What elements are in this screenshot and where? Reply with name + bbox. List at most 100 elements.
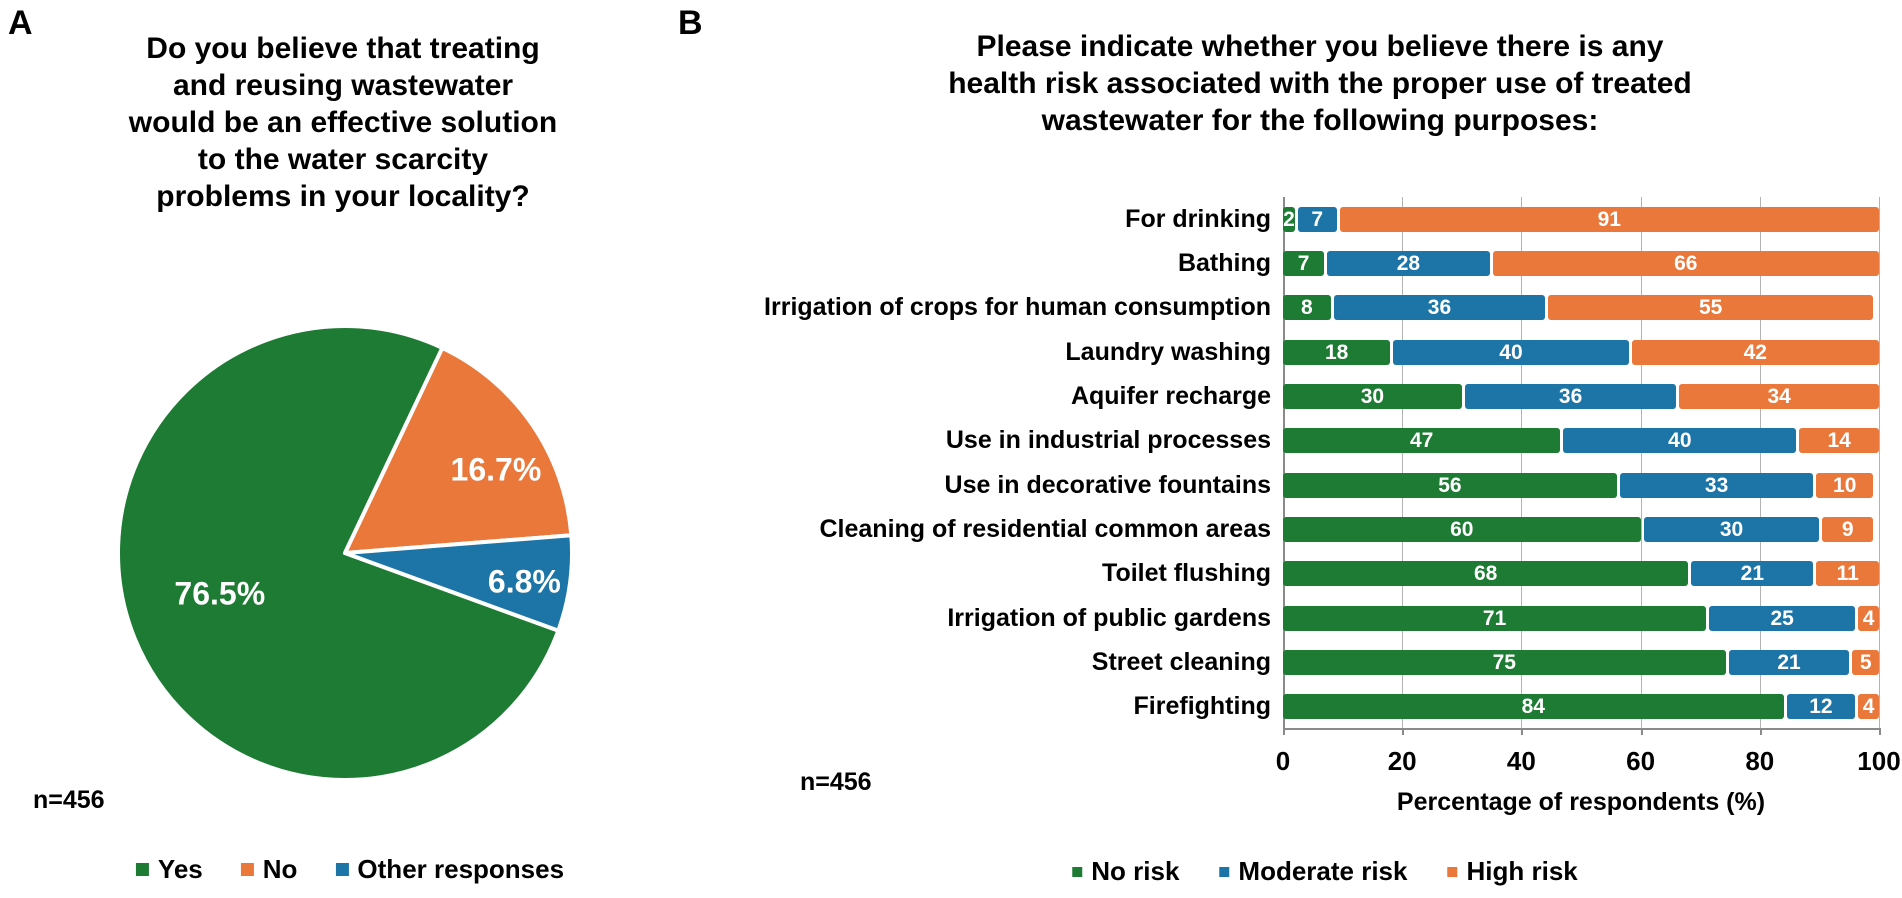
title-line: wastewater for the following purposes: bbox=[1041, 104, 1599, 137]
legend-swatch-no-risk bbox=[1072, 866, 1083, 877]
pie-slice-no bbox=[343, 345, 574, 555]
legend-swatch-high-risk bbox=[1447, 866, 1458, 877]
x-tick-label: 100 bbox=[1857, 746, 1901, 776]
bar-segment-high-risk: 5 bbox=[1852, 649, 1879, 675]
bar-segment-no-risk: 18 bbox=[1283, 339, 1391, 365]
legend-label: Other responses bbox=[357, 854, 565, 884]
pie-legend: Yes No Other responses bbox=[135, 854, 564, 885]
bar-segment-high-risk: 10 bbox=[1816, 472, 1874, 498]
pie-chart: 76.5% 16.7% 6.8% bbox=[116, 323, 574, 782]
bar-value-label: 40 bbox=[1668, 429, 1692, 453]
bar-segment-high-risk: 9 bbox=[1822, 516, 1874, 542]
bar-segment-no-risk: 68 bbox=[1283, 561, 1689, 587]
legend-label: No risk bbox=[1091, 856, 1180, 886]
x-axis-line bbox=[1283, 728, 1881, 730]
bar-row: 8 36 55 bbox=[1283, 286, 1879, 330]
bar-stack: 18 40 42 bbox=[1283, 339, 1879, 365]
pie-slice-value-no: 16.7% bbox=[451, 451, 542, 487]
bar-stack: 2 7 91 bbox=[1283, 206, 1879, 232]
pie-slice-value-yes: 76.5% bbox=[174, 576, 265, 612]
bar-value-label: 56 bbox=[1438, 473, 1462, 497]
bar-value-label: 84 bbox=[1521, 695, 1545, 719]
bar-segment-moderate-risk: 36 bbox=[1464, 383, 1677, 409]
axis-tick-mark bbox=[1521, 729, 1524, 735]
panel-a-letter: A bbox=[8, 4, 33, 42]
bar-segment-high-risk: 14 bbox=[1799, 428, 1879, 454]
bar-value-label: 33 bbox=[1704, 473, 1729, 497]
bar-value-label: 9 bbox=[1841, 517, 1854, 541]
x-tick-label: 40 bbox=[1506, 746, 1536, 776]
x-tick-label: 20 bbox=[1387, 746, 1417, 776]
bar-row: 7 28 66 bbox=[1283, 241, 1879, 285]
bar-segment-no-risk: 30 bbox=[1283, 383, 1462, 409]
bar-category-label: Use in decorative fountains bbox=[944, 470, 1271, 499]
bar-segment-no-risk: 84 bbox=[1283, 694, 1784, 720]
bar-stack: 60 30 9 bbox=[1283, 516, 1879, 542]
bar-value-label: 4 bbox=[1862, 695, 1875, 719]
bar-category-label: Irrigation of public gardens bbox=[947, 603, 1271, 632]
bar-row: 75 21 5 bbox=[1283, 640, 1879, 684]
bar-value-label: 7 bbox=[1311, 207, 1324, 231]
panel-b-title: Please indicate whether you believe ther… bbox=[948, 28, 1692, 139]
bar-category-label: Cleaning of residential common areas bbox=[819, 514, 1271, 543]
bar-category-labels: For drinking Bathing Irrigation of crops f… bbox=[648, 197, 1271, 729]
bar-segment-high-risk: 66 bbox=[1492, 250, 1879, 276]
legend-label: Yes bbox=[157, 854, 203, 884]
legend-swatch-moderate-risk bbox=[1219, 866, 1230, 877]
bar-segment-moderate-risk: 33 bbox=[1619, 472, 1814, 498]
bar-stack: 47 40 14 bbox=[1283, 428, 1879, 454]
bar-category-label: Laundry washing bbox=[1065, 337, 1271, 366]
pie-slice-value-other-responses: 6.8% bbox=[488, 563, 561, 599]
legend-item-other-responses: Other responses bbox=[335, 854, 564, 885]
bar-value-label: 36 bbox=[1427, 296, 1452, 320]
bar-value-label: 75 bbox=[1492, 650, 1516, 674]
bar-value-label: 91 bbox=[1597, 207, 1621, 231]
bar-category-label: For drinking bbox=[1125, 204, 1271, 233]
bar-value-label: 60 bbox=[1450, 517, 1474, 541]
bar-segment-high-risk: 11 bbox=[1816, 561, 1879, 587]
bar-row: 60 30 9 bbox=[1283, 507, 1879, 551]
bar-segment-high-risk: 55 bbox=[1548, 295, 1874, 321]
bar-segment-moderate-risk: 30 bbox=[1643, 516, 1820, 542]
bar-segment-moderate-risk: 25 bbox=[1709, 605, 1856, 631]
title-line: would be an effective solution bbox=[128, 106, 558, 139]
bar-stack: 7 28 66 bbox=[1283, 250, 1879, 276]
panel-a-title: Do you believe that treating and reusing … bbox=[129, 30, 557, 215]
bar-value-label: 47 bbox=[1409, 429, 1434, 453]
bar-segment-no-risk: 2 bbox=[1283, 206, 1295, 232]
panel-b-sample-size: n=456 bbox=[800, 768, 872, 796]
bar-row: 30 36 34 bbox=[1283, 374, 1879, 418]
title-line: Do you believe that treating bbox=[146, 32, 540, 65]
gridline bbox=[1640, 197, 1642, 729]
bar-row: 56 33 10 bbox=[1283, 463, 1879, 507]
bar-value-label: 34 bbox=[1767, 384, 1791, 408]
bar-category-label: Bathing bbox=[1177, 248, 1271, 277]
gridline bbox=[1759, 197, 1761, 729]
bar-value-label: 40 bbox=[1499, 340, 1523, 364]
bar-segment-no-risk: 75 bbox=[1283, 649, 1726, 675]
bar-value-label: 2 bbox=[1283, 207, 1295, 231]
bar-segment-moderate-risk: 12 bbox=[1786, 694, 1856, 720]
panel-a-sample-size: n=456 bbox=[33, 786, 105, 814]
title-line: and reusing wastewater bbox=[172, 69, 514, 102]
legend-label: Moderate risk bbox=[1238, 856, 1408, 886]
title-line: health risk associated with the proper u… bbox=[948, 67, 1692, 100]
legend-swatch-other-responses bbox=[335, 863, 349, 876]
bar-segment-high-risk: 4 bbox=[1858, 605, 1879, 631]
bar-stack: 56 33 10 bbox=[1283, 472, 1879, 498]
bar-row: 68 21 11 bbox=[1283, 552, 1879, 596]
legend-item-high-risk: High risk bbox=[1447, 856, 1578, 887]
pie-slice-other-responses bbox=[343, 533, 574, 633]
bar-category-label: Street cleaning bbox=[1091, 647, 1271, 676]
bar-value-label: 30 bbox=[1360, 384, 1385, 408]
gridline bbox=[1879, 197, 1880, 729]
legend-swatch-yes bbox=[135, 863, 149, 876]
bar-plot-area: 2 7 91 7 28 66 8 36 55 18 40 42 30 36 34 47 40 14 56 33 10 60… bbox=[1283, 197, 1881, 735]
bar-segment-moderate-risk: 7 bbox=[1297, 206, 1337, 232]
bar-legend: No risk Moderate risk High risk bbox=[1072, 856, 1578, 887]
bar-stack: 30 36 34 bbox=[1283, 383, 1879, 409]
bar-segment-moderate-risk: 21 bbox=[1691, 561, 1814, 587]
bar-row: 47 40 14 bbox=[1283, 419, 1879, 463]
bar-value-label: 36 bbox=[1558, 384, 1583, 408]
